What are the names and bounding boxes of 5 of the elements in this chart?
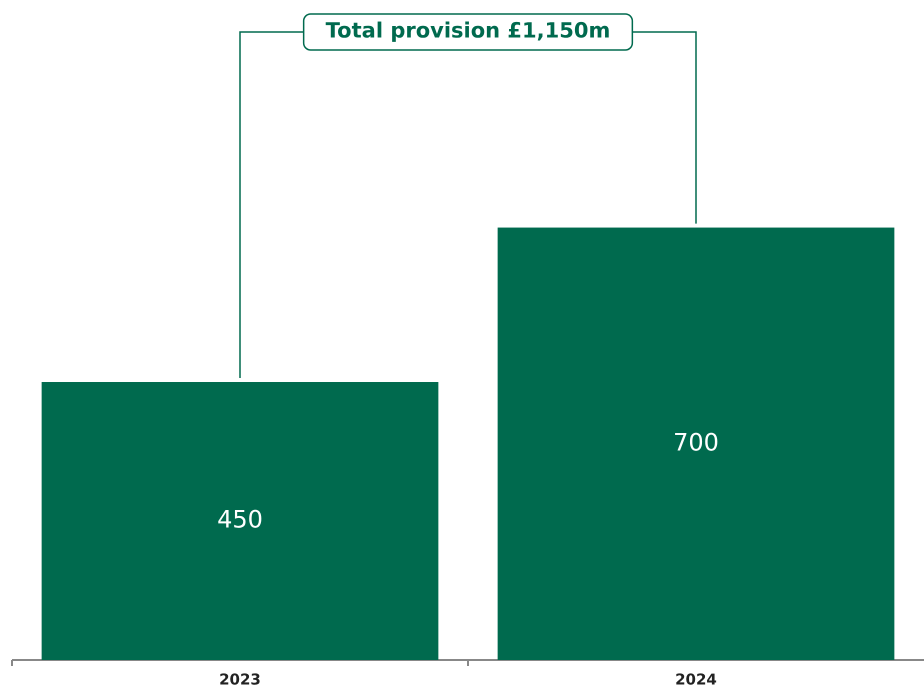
data-label: 450 — [217, 506, 263, 534]
x-tick-label: 2024 — [675, 670, 717, 689]
x-tick-label: 2023 — [219, 670, 261, 689]
data-label: 700 — [673, 428, 719, 456]
text: Total provision £1,150m — [326, 18, 610, 43]
